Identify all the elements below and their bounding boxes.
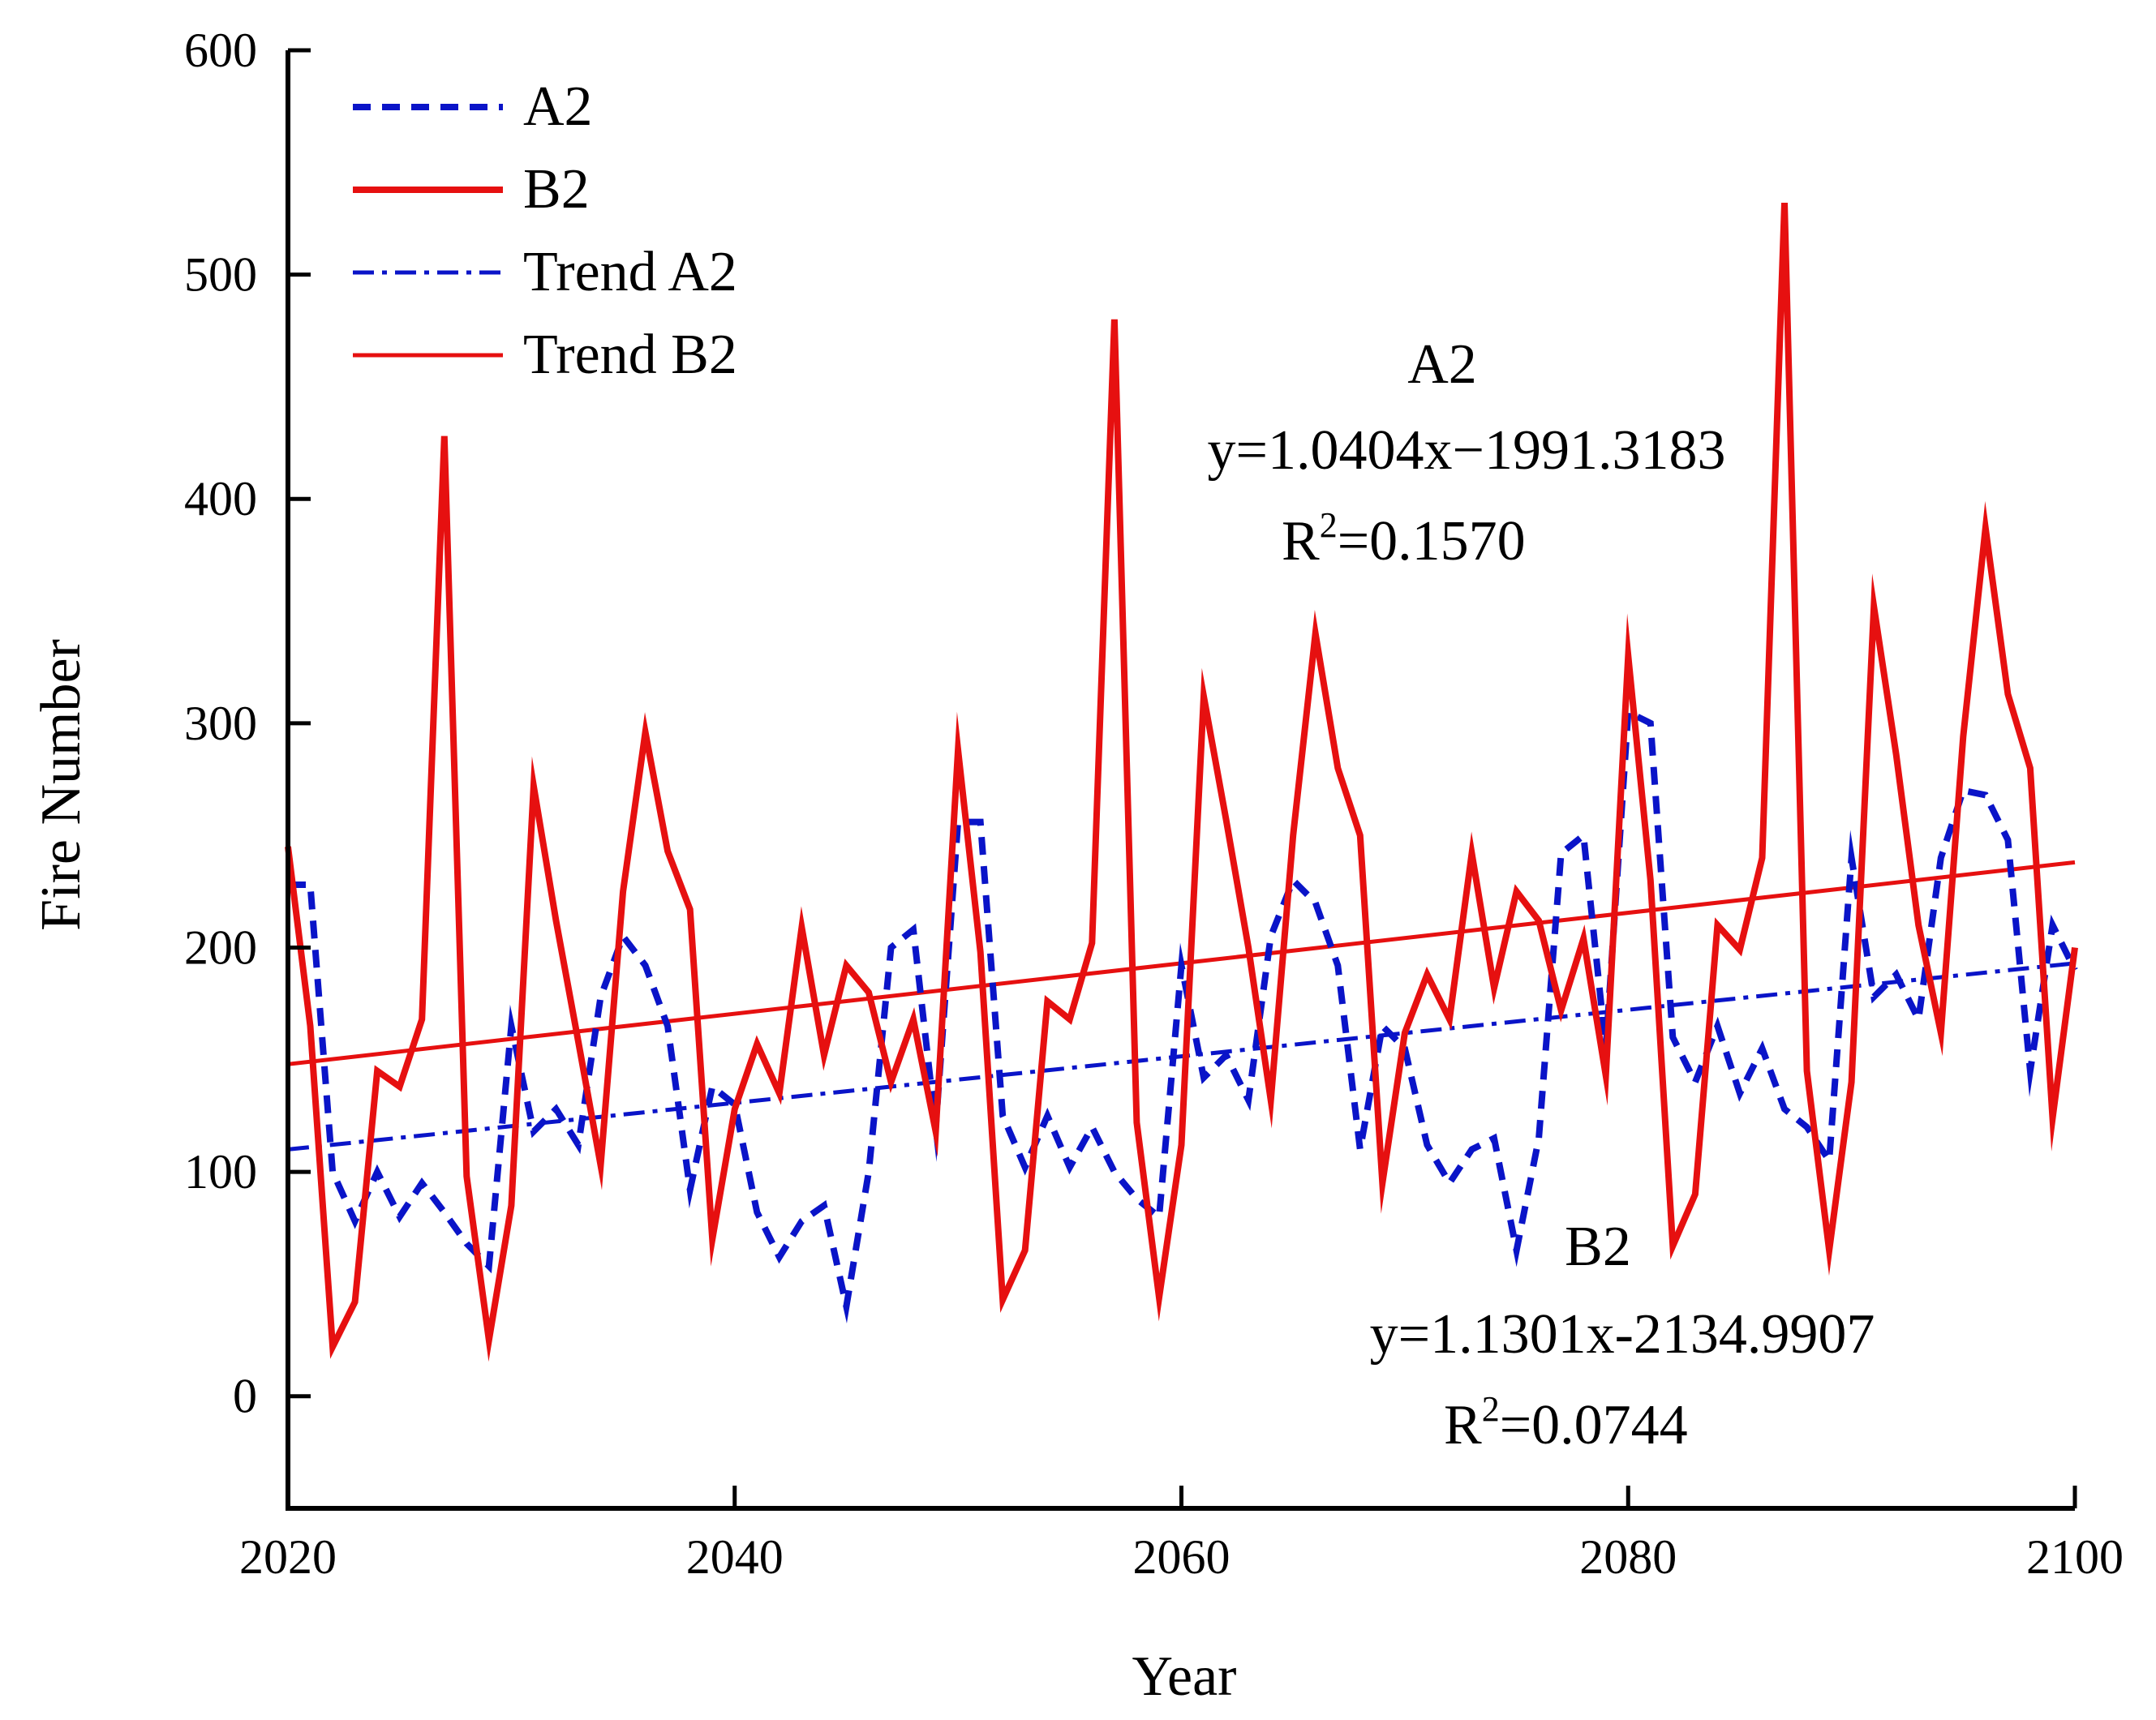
annotation-b2-r2: R2=0.0744 bbox=[1444, 1389, 1688, 1456]
x-tick-label: 2100 bbox=[2026, 1530, 2124, 1584]
x-tick-label: 2080 bbox=[1579, 1530, 1677, 1584]
annotation-b2: B2 y=1.1301x-2134.9907 R2=0.0744 bbox=[1370, 1216, 1875, 1456]
y-tick-label: 400 bbox=[184, 472, 257, 525]
series-line-b2 bbox=[285, 202, 2078, 1362]
x-tick-label: 2040 bbox=[686, 1530, 784, 1584]
y-tick-label: 300 bbox=[184, 697, 257, 750]
y-tick-label: 0 bbox=[233, 1370, 257, 1423]
y-ticks: 0 100 200 300 400 500 600 bbox=[184, 24, 311, 1423]
y-tick-label: 600 bbox=[184, 24, 257, 77]
annotation-a2: A2 y=1.0404x−1991.3183 R2=0.1570 bbox=[1208, 333, 1726, 573]
annotation-b2-r2-value: =0.0744 bbox=[1500, 1394, 1688, 1456]
y-tick-label: 500 bbox=[184, 248, 257, 302]
y-tick-label: 100 bbox=[184, 1145, 257, 1199]
annotation-b2-r2-exp: 2 bbox=[1482, 1389, 1500, 1429]
annotation-a2-r2-value: =0.1570 bbox=[1338, 510, 1526, 573]
trend-line-trend-a2 bbox=[287, 961, 2076, 1152]
x-tick-label: 2020 bbox=[239, 1530, 337, 1584]
annotation-a2-r2-prefix: R bbox=[1282, 510, 1320, 573]
legend-label-a2: A2 bbox=[523, 75, 593, 138]
x-ticks: 2020 2040 2060 2080 2100 bbox=[239, 1486, 2124, 1584]
legend: A2 B2 Trend A2 Trend B2 bbox=[353, 75, 737, 386]
plot-series bbox=[285, 202, 2078, 1362]
x-axis-title: Year bbox=[1132, 1645, 1237, 1708]
x-tick-label: 2060 bbox=[1133, 1530, 1230, 1584]
legend-label-trend-a2: Trend A2 bbox=[523, 241, 737, 303]
annotation-b2-r2-prefix: R bbox=[1444, 1394, 1482, 1456]
annotation-a2-r2-exp: 2 bbox=[1320, 505, 1338, 545]
annotation-a2-r2: R2=0.1570 bbox=[1282, 505, 1526, 573]
legend-label-b2: B2 bbox=[523, 158, 590, 221]
annotation-a2-title: A2 bbox=[1407, 333, 1477, 396]
annotation-b2-equation: y=1.1301x-2134.9907 bbox=[1370, 1303, 1875, 1366]
annotation-a2-equation: y=1.0404x−1991.3183 bbox=[1208, 419, 1726, 482]
annotation-b2-title: B2 bbox=[1565, 1216, 1631, 1278]
y-axis-title: Fire Number bbox=[30, 639, 92, 931]
y-tick-label: 200 bbox=[184, 920, 257, 974]
legend-label-trend-b2: Trend B2 bbox=[523, 324, 737, 386]
